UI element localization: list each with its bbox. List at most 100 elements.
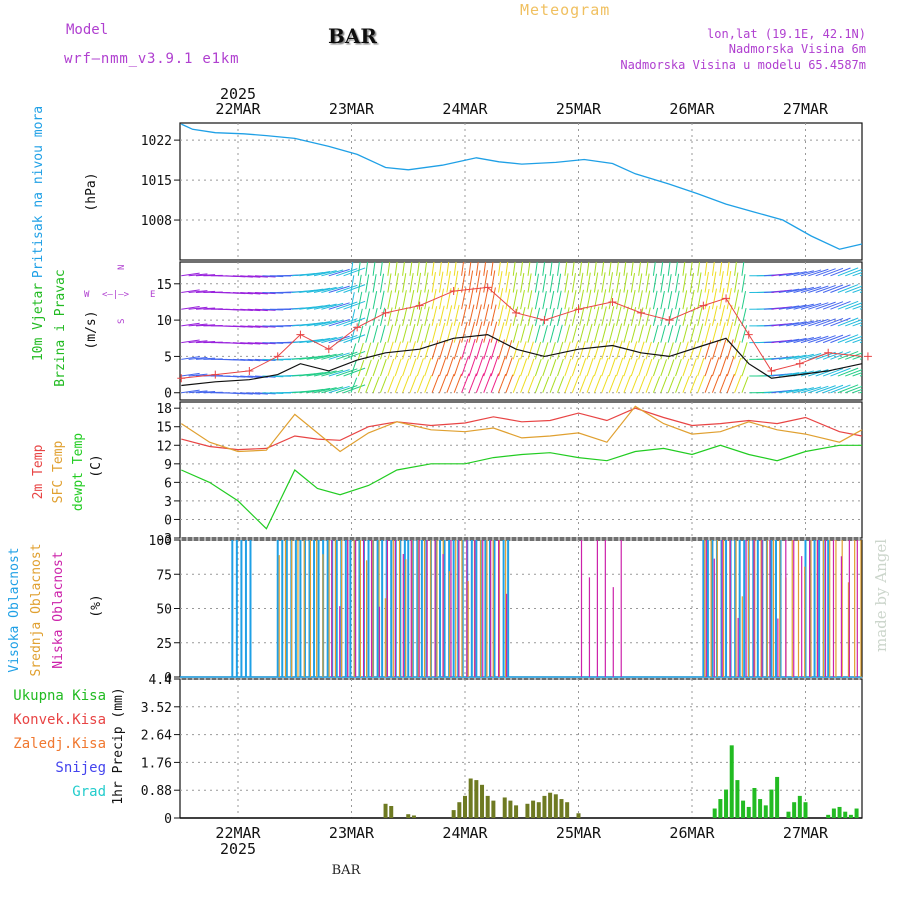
wind-arrow bbox=[549, 359, 557, 377]
wind-arrow bbox=[357, 262, 361, 276]
wind-arrow bbox=[461, 304, 468, 327]
wind-arrow bbox=[475, 321, 483, 343]
pressure-tick-label: 1022 bbox=[141, 134, 172, 149]
wind-arrow bbox=[195, 340, 216, 344]
wind-arrow bbox=[667, 291, 673, 310]
wind-arrow bbox=[313, 337, 337, 344]
mid-cloud-label: Srednja Oblacnost bbox=[29, 543, 44, 676]
wind-arrow bbox=[534, 324, 541, 343]
wind-arrow bbox=[793, 270, 814, 277]
wind-arrow bbox=[336, 368, 358, 377]
wind-arrow bbox=[800, 386, 822, 394]
precip-legend-item: Ukupna Kisa bbox=[13, 688, 106, 704]
wind-arrow bbox=[512, 306, 519, 327]
wind-arrow bbox=[446, 288, 452, 310]
wind-arrow bbox=[549, 262, 553, 276]
wind-arrow bbox=[321, 319, 344, 327]
wind-arrow bbox=[438, 262, 442, 276]
wind-arrow bbox=[593, 306, 600, 327]
wind-arrow bbox=[453, 356, 462, 377]
wind-arrow bbox=[638, 375, 646, 393]
wind-arrow bbox=[195, 307, 216, 310]
gust-marker bbox=[211, 370, 220, 379]
wind-arrow bbox=[697, 262, 701, 276]
wind-arrow bbox=[453, 270, 459, 293]
wind-arrow bbox=[240, 375, 261, 378]
temp-tick-label: -3 bbox=[156, 532, 172, 547]
wind-arrow bbox=[365, 325, 371, 343]
wind-arrow bbox=[726, 356, 735, 377]
precip-bar bbox=[712, 808, 717, 818]
wind-arrow bbox=[438, 357, 447, 377]
temp-tick-label: 9 bbox=[164, 458, 172, 473]
wind-arrow bbox=[424, 340, 431, 360]
wind-arrow bbox=[446, 262, 450, 276]
wind-arrow bbox=[586, 306, 592, 327]
wind-arrow bbox=[188, 373, 208, 377]
wind-arrow bbox=[704, 323, 711, 343]
wind-arrow bbox=[859, 341, 862, 344]
wind-arrow bbox=[365, 308, 371, 327]
cloud-tick-label: 50 bbox=[156, 603, 172, 618]
gust-marker bbox=[608, 297, 617, 306]
wind-arrow bbox=[336, 301, 358, 310]
precip-bar bbox=[724, 789, 729, 818]
wind-arrow bbox=[837, 367, 859, 377]
bottom-day-label: 23MAR bbox=[329, 824, 375, 842]
precip-bar bbox=[797, 795, 802, 818]
wind-arrow bbox=[786, 287, 807, 293]
wind-arrow bbox=[652, 359, 660, 377]
wind-arrow bbox=[438, 271, 444, 293]
wind-arrow bbox=[808, 318, 829, 327]
wind-arrow bbox=[586, 340, 594, 360]
wind-arrow bbox=[815, 301, 836, 310]
wind-arrow bbox=[247, 342, 268, 345]
wind-arrow bbox=[859, 274, 862, 277]
wind-arrow bbox=[542, 262, 546, 276]
top-day-label: 22MAR bbox=[215, 100, 261, 118]
wind-tick-label: 15 bbox=[156, 278, 172, 293]
wind-arrow bbox=[638, 290, 643, 310]
wind-arrow bbox=[468, 270, 474, 293]
wind-arrow bbox=[240, 325, 261, 328]
wind-arrow bbox=[786, 388, 807, 394]
wind-arrow bbox=[741, 325, 748, 343]
wind-arrow bbox=[247, 292, 268, 295]
wind-arrow bbox=[321, 269, 344, 277]
wind-arrow bbox=[800, 269, 822, 277]
wind-arrow bbox=[852, 321, 862, 327]
wind-arrow bbox=[579, 340, 586, 360]
wind-arrow bbox=[431, 306, 438, 327]
wind-arrow bbox=[328, 268, 350, 277]
sfc-temp-line bbox=[180, 405, 863, 453]
wind-arrow bbox=[726, 305, 733, 327]
wind-arrow bbox=[365, 376, 373, 393]
wind-arrow bbox=[350, 309, 356, 327]
wind-arrow bbox=[461, 262, 464, 276]
precip-bar bbox=[843, 811, 848, 818]
wind-arrow bbox=[188, 323, 208, 327]
wind-arrow bbox=[350, 343, 357, 360]
model-name: wrf—nmm_v3.9.1 e1km bbox=[64, 51, 239, 67]
wind-arrow bbox=[652, 376, 661, 393]
gust-marker bbox=[512, 308, 521, 317]
wind-arrow bbox=[822, 301, 844, 310]
wind-arrow bbox=[645, 376, 653, 393]
wind-arrow bbox=[830, 300, 851, 310]
wind-arrow bbox=[505, 271, 510, 293]
wind-arrow bbox=[630, 358, 638, 377]
bottom-day-label: 26MAR bbox=[669, 824, 715, 842]
wind-arrow bbox=[247, 358, 268, 362]
wind-arrow bbox=[424, 262, 428, 276]
wind-arrow bbox=[343, 317, 366, 327]
wind-arrow bbox=[387, 341, 394, 360]
wind-arrow bbox=[822, 368, 844, 377]
wind-arrow bbox=[579, 358, 587, 377]
wind-arrow bbox=[616, 306, 622, 327]
wind-arrow bbox=[852, 288, 862, 293]
wind-arrow bbox=[830, 367, 851, 377]
temp-tick-label: 3 bbox=[164, 495, 172, 510]
wind-arrow bbox=[711, 339, 719, 360]
temp-tick-label: 6 bbox=[164, 476, 172, 491]
precip-bar bbox=[514, 805, 519, 818]
